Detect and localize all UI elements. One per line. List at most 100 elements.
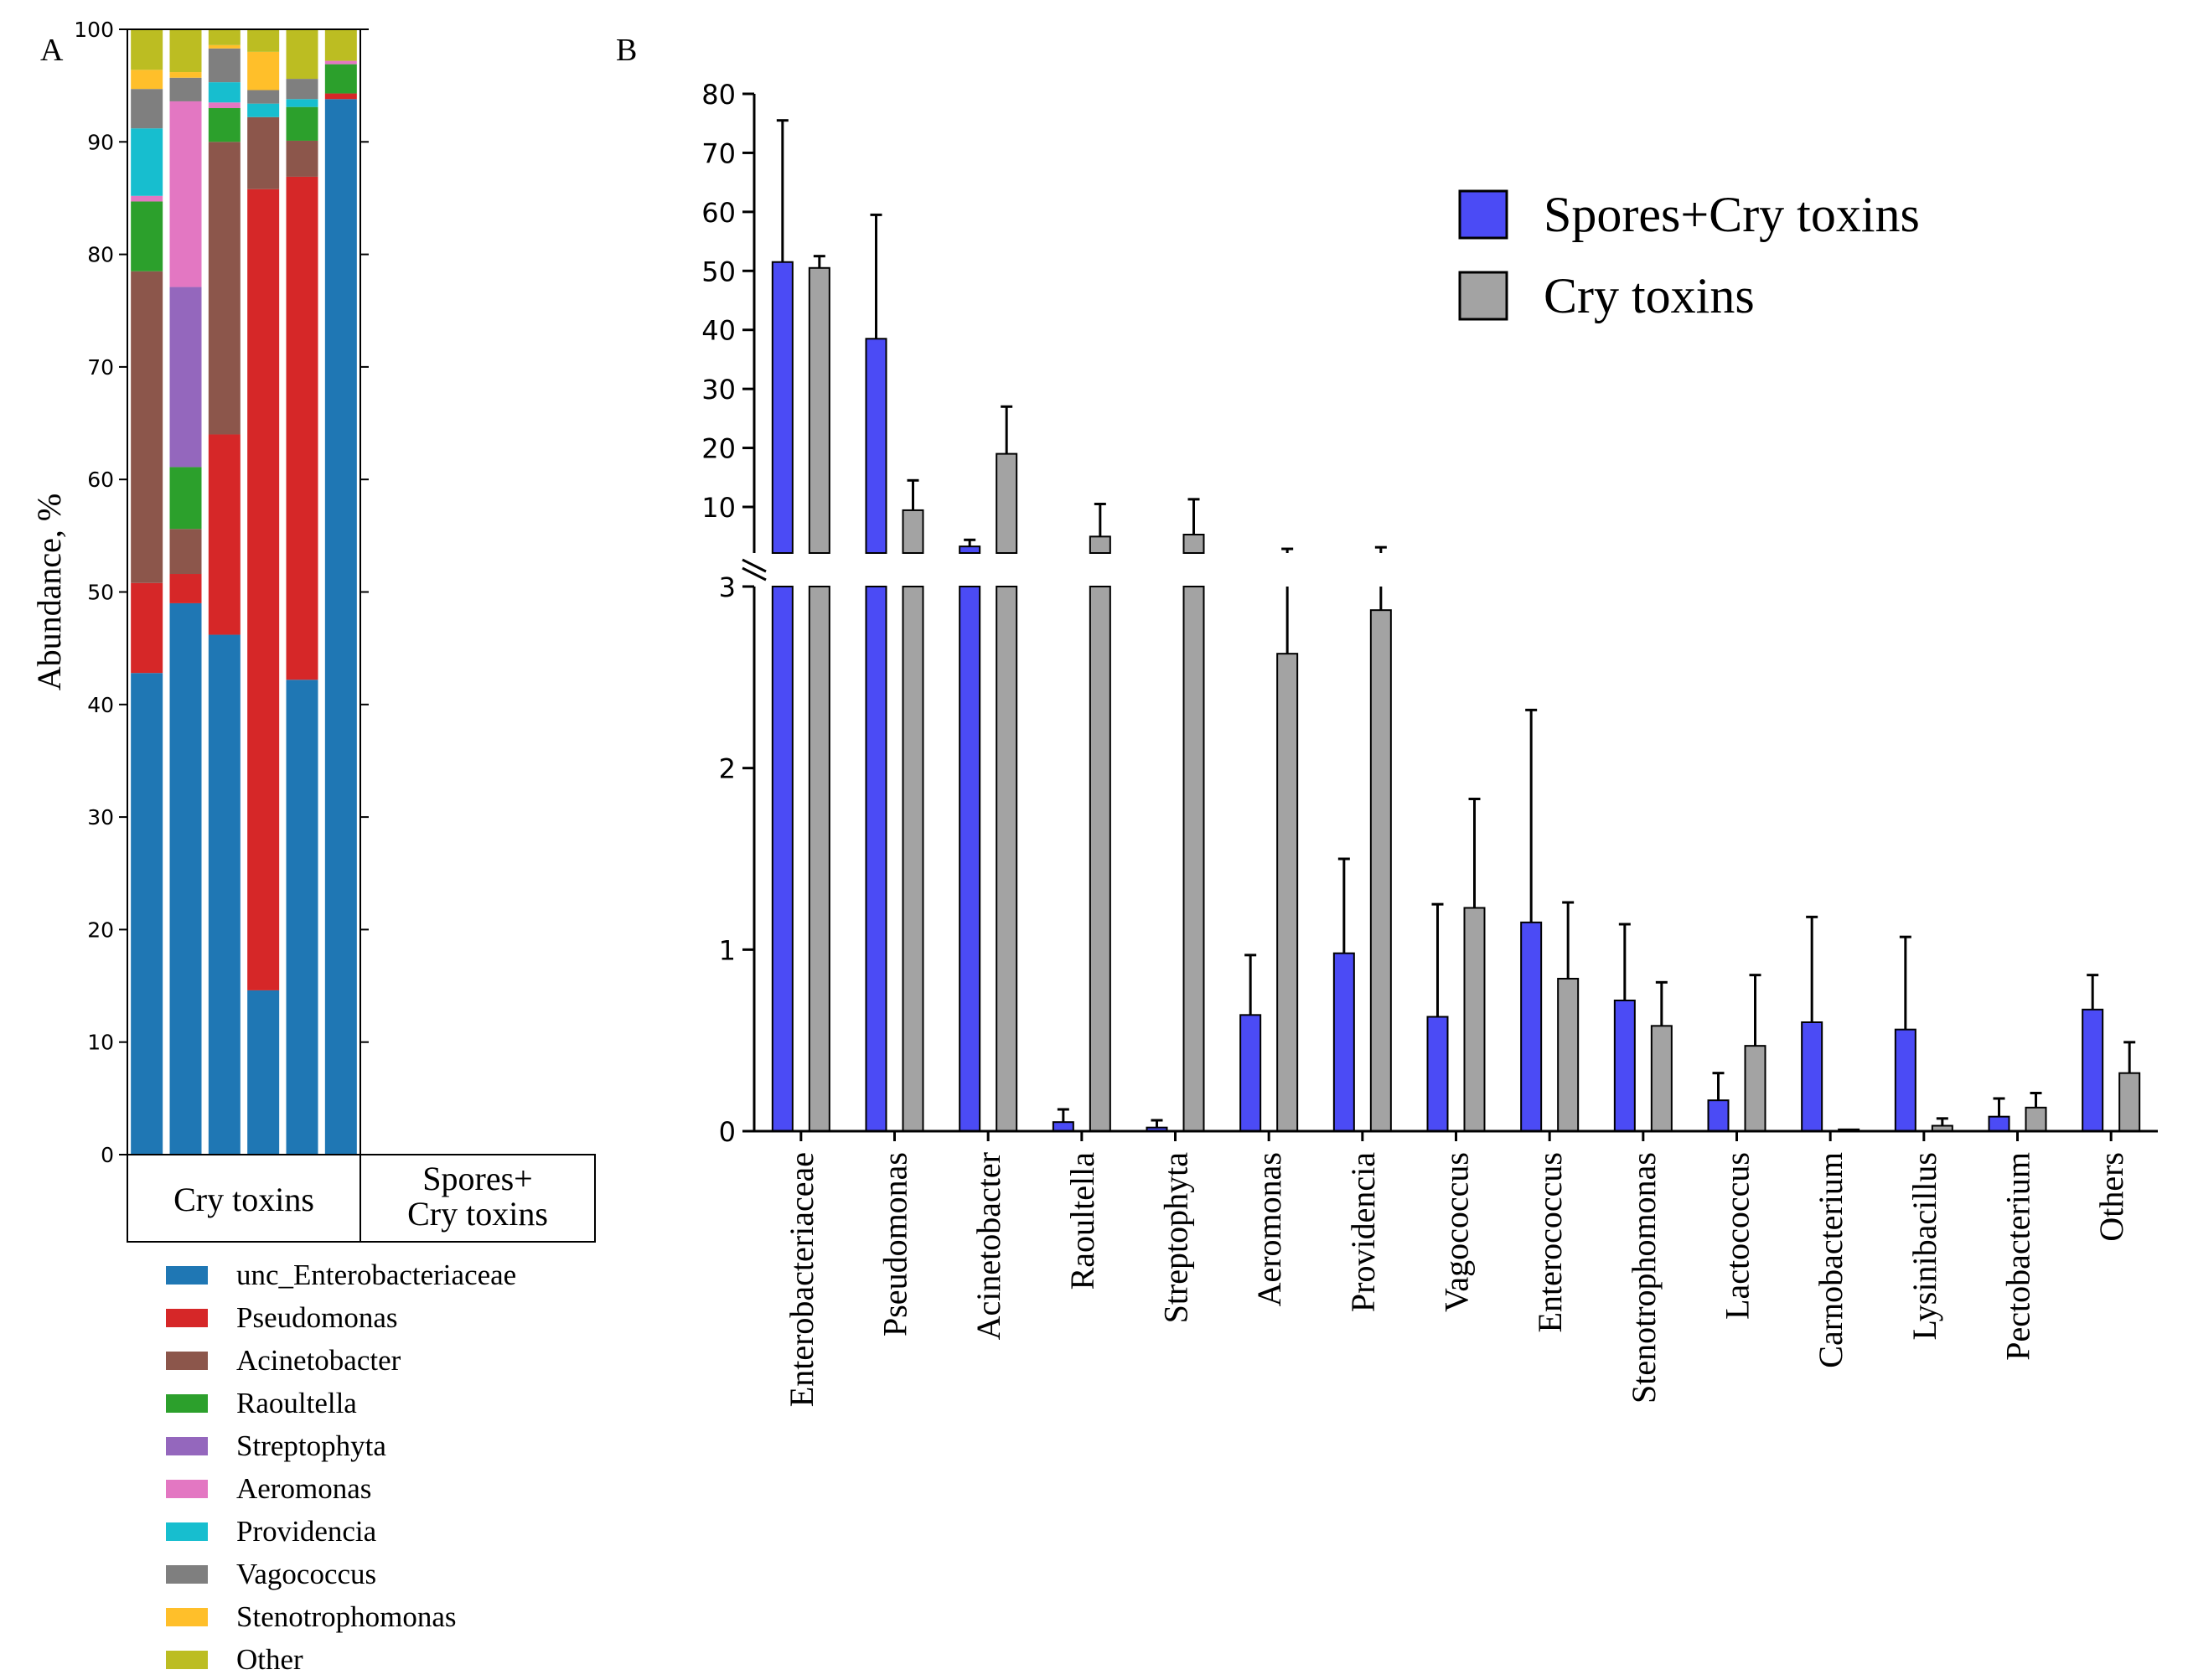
bar-cry — [1276, 653, 1299, 1132]
legend-swatch — [166, 1352, 208, 1370]
stack-segment-acinetobacter — [286, 140, 318, 177]
legend-label: Spores+Cry toxins — [1544, 187, 1920, 242]
panel-b-letter: B — [616, 33, 637, 68]
x-category-label: Others — [2092, 1152, 2130, 1242]
bar-spores-cry-lower — [959, 586, 981, 1132]
bar-spores-cry-lower — [865, 586, 887, 1132]
stack-segment-providencia — [208, 82, 241, 103]
bar-spores-cry-upper — [771, 261, 794, 554]
y-tick-label: 10 — [87, 1031, 114, 1055]
stack-segment-vagococcus — [169, 77, 202, 101]
y-tick-label: 80 — [701, 79, 736, 111]
bar-spores-cry — [1052, 1121, 1074, 1132]
panel-a-stacked-bars — [131, 29, 357, 1155]
bar-spores-cry-upper — [865, 338, 887, 554]
stack-segment-other — [324, 29, 357, 61]
legend-swatch — [166, 1608, 208, 1626]
x-category-label: Raoultella — [1063, 1152, 1101, 1290]
bar-spores-cry — [1707, 1099, 1730, 1132]
bar-cry — [2025, 1106, 2047, 1133]
stack-segment-aeromonas — [131, 195, 163, 202]
x-category-label: Aeromonas — [1250, 1152, 1288, 1306]
stack-segment-other — [247, 29, 280, 52]
stack-segment-raoultella — [324, 64, 357, 94]
y-tick-label: 20 — [87, 918, 114, 942]
stack-segment-providencia — [247, 103, 280, 117]
bar-cry — [1369, 609, 1392, 1132]
legend-label: Raoultella — [236, 1387, 357, 1419]
legend-label: Providencia — [236, 1515, 377, 1548]
stack-segment-stenotrophomonas — [169, 72, 202, 78]
legend-swatch — [166, 1394, 208, 1413]
y-tick-label: 80 — [87, 243, 114, 267]
bar-spores-cry — [1426, 1016, 1449, 1132]
group-label: Spores+ — [422, 1160, 532, 1197]
y-tick-label: 40 — [87, 693, 114, 717]
y-tick-label: 2 — [719, 753, 736, 785]
legend-label: Cry toxins — [1544, 268, 1755, 323]
legend-label: Aeromonas — [236, 1472, 371, 1505]
stack-segment-raoultella — [286, 106, 318, 141]
stack-segment-pseudomonas — [286, 176, 318, 680]
y-tick-label: 50 — [87, 581, 114, 605]
bar-cry-lower — [902, 586, 924, 1132]
stack-segment-pseudomonas — [169, 574, 202, 603]
panel-b-axes: Enterobacteriaceae Pseudomonas Acinetobact… — [701, 79, 2158, 1407]
x-category-label: Pseudomonas — [877, 1152, 914, 1336]
stack-segment-raoultella — [208, 108, 241, 142]
legend-label: Other — [236, 1643, 303, 1676]
stack-segment-providencia — [131, 128, 163, 196]
y-tick-label: 20 — [701, 433, 736, 465]
bar-spores-cry — [1520, 921, 1543, 1133]
stack-segment-unc-enterobacteriaceae — [247, 990, 280, 1155]
bar-spores-cry — [1332, 952, 1355, 1132]
x-category-label: Providencia — [1344, 1152, 1382, 1312]
legend-swatch — [166, 1522, 208, 1541]
stack-segment-aeromonas — [324, 60, 357, 65]
stack-segment-other — [131, 29, 163, 70]
stack-segment-streptophyta — [169, 287, 202, 468]
y-tick-label: 30 — [701, 374, 736, 406]
x-category-label: Pectobacterium — [1999, 1152, 2037, 1361]
stack-segment-unc-enterobacteriaceae — [169, 602, 202, 1155]
stack-segment-pseudomonas — [131, 582, 163, 674]
stack-segment-pseudomonas — [324, 93, 357, 100]
stack-segment-pseudomonas — [247, 189, 280, 990]
legend-swatch — [1458, 271, 1508, 321]
stack-segment-acinetobacter — [208, 142, 241, 435]
stack-segment-unc-enterobacteriaceae — [208, 634, 241, 1155]
group-label: Cry toxins — [407, 1195, 548, 1233]
panel-a-axes: 0 10 20 30 40 50 60 70 80 90 100 Abundance, % — [30, 18, 369, 1167]
panel-b-bars — [771, 119, 2141, 1133]
legend-label: unc_Enterobacteriaceae — [236, 1259, 516, 1291]
bar-cry-upper — [996, 452, 1018, 554]
x-category-label: Acinetobacter — [970, 1152, 1007, 1340]
x-category-label: Lysinibacillus — [1906, 1152, 1943, 1340]
bar-cry-upper — [808, 266, 830, 554]
legend-swatch — [1458, 189, 1508, 240]
y-tick-label: 90 — [87, 130, 114, 154]
bar-cry — [2118, 1072, 2141, 1132]
x-category-label: Lactococcus — [1719, 1152, 1756, 1320]
legend-swatch — [166, 1565, 208, 1584]
stack-segment-other — [286, 29, 318, 80]
stack-segment-aeromonas — [169, 101, 202, 287]
stack-segment-vagococcus — [131, 89, 163, 129]
stack-segment-raoultella — [131, 201, 163, 271]
stack-segment-aeromonas — [208, 102, 241, 109]
legend-label: Pseudomonas — [236, 1301, 398, 1334]
stack-segment-vagococcus — [247, 90, 280, 104]
legend-label: Acinetobacter — [236, 1344, 401, 1377]
bar-cry-lower — [808, 586, 830, 1132]
y-tick-label: 0 — [101, 1143, 114, 1167]
y-tick-label: 30 — [87, 805, 114, 830]
stack-segment-pseudomonas — [208, 434, 241, 635]
bar-cry-lower — [1089, 586, 1111, 1132]
stack-segment-unc-enterobacteriaceae — [324, 99, 357, 1155]
stack-segment-unc-enterobacteriaceae — [131, 673, 163, 1155]
stack-segment-acinetobacter — [169, 529, 202, 575]
group-label: Cry toxins — [173, 1181, 314, 1218]
x-category-label: Enterobacteriaceae — [783, 1152, 820, 1407]
panel-a-legend: unc_Enterobacteriaceae Pseudomonas Acineto… — [166, 1259, 516, 1676]
